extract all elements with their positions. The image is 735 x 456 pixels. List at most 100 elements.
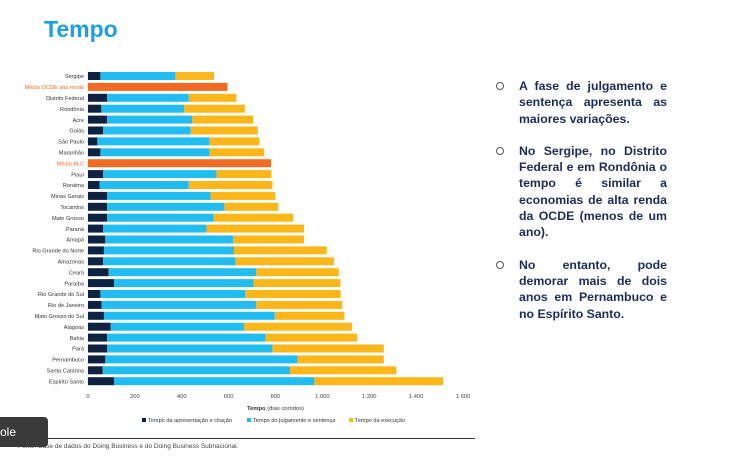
bar-segment-2 <box>103 311 275 320</box>
bullet-item: No Sergipe, no Distrito Federal e em Ron… <box>492 143 667 241</box>
bar-segment-3 <box>190 126 258 135</box>
bar-segment-3 <box>184 104 245 113</box>
circle-bullet-icon <box>496 82 504 90</box>
bar-segment-3 <box>216 170 272 179</box>
circle-bullet-icon <box>496 260 504 269</box>
bar-segment-1 <box>88 377 115 386</box>
divider <box>28 438 475 439</box>
slide-title: Tempo <box>44 16 118 42</box>
category-label: Minas Gerais <box>51 194 84 200</box>
category-label: Pernambuco <box>52 358 84 364</box>
x-axis-title: Tempo (dias corridos) <box>247 406 304 412</box>
bar-segment-3 <box>253 279 341 288</box>
bar-segment-2 <box>110 322 245 331</box>
bar-segment-3 <box>265 333 358 342</box>
bar-segment-1 <box>88 235 106 244</box>
bar-segment-1 <box>88 322 111 331</box>
category-label: Bahia <box>70 336 85 342</box>
bar-segment-1 <box>88 257 104 266</box>
category-label: Piauí <box>71 172 84 178</box>
bar-segment-3 <box>188 181 273 189</box>
bar-segment-2 <box>100 72 176 80</box>
bar-segment-1 <box>88 224 104 233</box>
bar-segment-3 <box>297 355 384 364</box>
category-label: Rondônia <box>60 107 85 113</box>
category-label: Alagoas <box>64 325 84 331</box>
x-tick-label: 1.200 <box>362 394 377 400</box>
source-note: Fonte: Base de dados do Doing Business e… <box>18 443 239 450</box>
bar-segment-1 <box>88 137 98 146</box>
bar-segment-2 <box>103 224 207 233</box>
legend-swatch <box>247 418 251 422</box>
x-tick-label: 1.400 <box>409 394 424 400</box>
category-label: Rio Grande do Norte <box>32 249 84 255</box>
category-label: Paraná <box>66 227 85 233</box>
legend-label: Tempo do julgamento e sentença <box>253 418 336 424</box>
bar-segment-3 <box>224 202 279 211</box>
bar-segment-2 <box>100 148 210 157</box>
average-bar <box>88 159 272 168</box>
bar-segment-3 <box>256 268 339 277</box>
bar-segment-1 <box>88 191 107 200</box>
bullet-item: No entanto, pode demorar mais de dois an… <box>492 257 667 322</box>
bar-segment-1 <box>88 170 104 179</box>
bar-segment-2 <box>108 268 257 277</box>
bar-segment-3 <box>314 377 444 386</box>
bar-segment-1 <box>88 268 109 277</box>
x-tick-label: 600 <box>224 394 234 400</box>
bar-segment-1 <box>88 311 104 320</box>
category-label: Pará <box>72 347 85 353</box>
bar-segment-3 <box>256 300 343 309</box>
bullet-text: No entanto, pode demorar mais de dois an… <box>519 257 667 321</box>
bar-segment-3 <box>272 344 384 353</box>
bar-segment-3 <box>274 311 345 320</box>
category-label: Tocantins <box>60 205 84 211</box>
x-tick-label: 1.000 <box>315 394 330 400</box>
bar-segment-2 <box>106 333 266 342</box>
bar-segment-1 <box>88 104 102 113</box>
bar-segment-3 <box>192 115 253 124</box>
bar-segment-1 <box>88 344 107 353</box>
tooltip-button[interactable]: ole <box>0 417 48 447</box>
bar-segment-2 <box>106 115 193 124</box>
bar-segment-2 <box>102 366 291 375</box>
category-label: Acre <box>72 118 84 124</box>
bar-segment-2 <box>103 246 235 255</box>
bar-segment-3 <box>210 191 276 200</box>
category-label: Espírito Santo <box>49 379 84 385</box>
category-label: Média OCDE alta renda <box>25 85 85 91</box>
x-tick-label: 0 <box>86 394 89 400</box>
category-label: Ceará <box>69 270 85 276</box>
x-tick-label: 1.600 <box>456 394 471 400</box>
bar-segment-1 <box>88 366 103 375</box>
bar-segment-1 <box>88 202 107 211</box>
bar-segment-3 <box>209 148 265 157</box>
category-label: Santa Catarina <box>47 369 85 375</box>
category-label: Mato Grosso <box>52 216 84 222</box>
bar-segment-3 <box>245 290 341 298</box>
category-label: São Paulo <box>58 140 84 146</box>
category-label: Média ALC <box>57 161 84 167</box>
bar-segment-1 <box>88 126 104 135</box>
bar-segment-3 <box>209 137 260 146</box>
legend-label: Tempo da apresentação e citação <box>148 418 232 424</box>
bullet-text: A fase de julgamento e sentença apresent… <box>519 79 667 126</box>
bar-segment-1 <box>88 115 107 124</box>
bar-segment-3 <box>175 72 215 80</box>
bar-segment-1 <box>88 246 104 255</box>
bullet-list: A fase de julgamento e sentença apresent… <box>492 78 667 338</box>
bar-segment-3 <box>213 213 294 222</box>
bar-segment-2 <box>105 235 234 244</box>
bar-segment-3 <box>206 224 305 233</box>
category-label: Distrito Federal <box>46 96 84 102</box>
bar-segment-1 <box>88 72 101 80</box>
bar-segment-2 <box>97 137 210 146</box>
bar-segment-1 <box>88 333 107 342</box>
average-bar <box>88 82 228 91</box>
bullet-item: A fase de julgamento e sentença apresent… <box>492 78 667 127</box>
legend-swatch <box>142 418 146 422</box>
circle-bullet-icon <box>496 146 504 155</box>
category-label: Mato Grosso do Sul <box>35 314 84 320</box>
bar-segment-1 <box>88 300 102 309</box>
category-label: Goiás <box>69 129 84 135</box>
